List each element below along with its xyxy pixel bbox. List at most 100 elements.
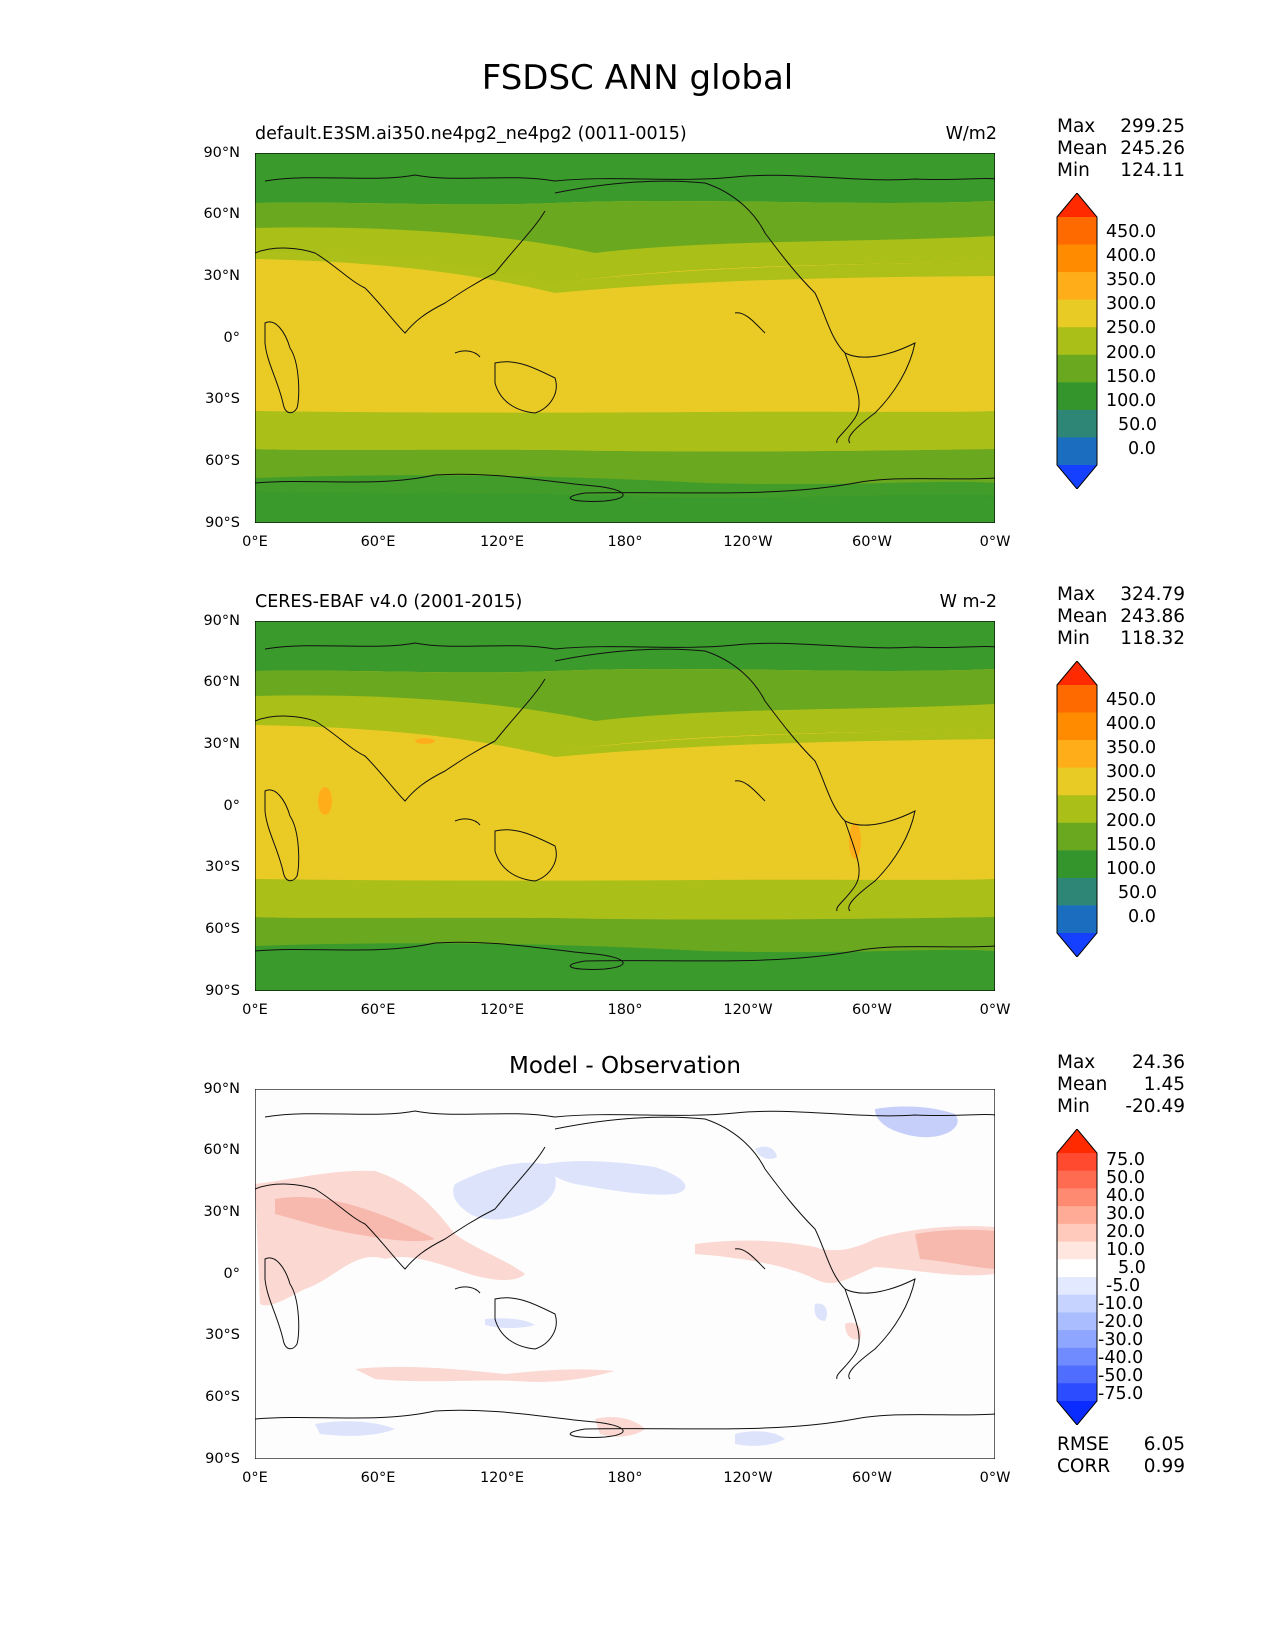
colorbar-segment [1057, 905, 1097, 934]
panel-1-colorbar-label: 350.0 [1106, 270, 1157, 290]
panel-1-xtick: 0°W [979, 534, 1011, 550]
metric-corr: CORR 0.99 [1057, 1456, 1185, 1477]
panel-3-xtick: 120°E [479, 1470, 525, 1486]
panel-2-colorbar-label: 450.0 [1106, 690, 1157, 710]
panel-3-colorbar-label: 75.0 [1106, 1150, 1145, 1170]
colorbar-segment [1057, 1223, 1097, 1243]
colorbar-segment [1057, 1170, 1097, 1189]
panel-1-colorbar-label: 200.0 [1106, 343, 1157, 363]
panel-3-ytick: 60°N [203, 1142, 240, 1158]
panel-3-ytick: 30°N [203, 1204, 240, 1220]
panel-1-xtick: 0°E [242, 534, 268, 550]
panel-2-ytick: 0° [223, 798, 240, 814]
colorbar-extend-bottom [1057, 465, 1097, 489]
panel-1-ytick: 0° [223, 330, 240, 346]
colorbar-outline [1056, 1129, 1098, 1425]
panel-2-colorbar-label: 0.0 [1128, 907, 1156, 927]
panel-1-ytick: 30°N [203, 268, 240, 284]
panel-2-xtick: 60°W [851, 1002, 893, 1018]
panel-2-coastlines [255, 642, 995, 970]
colorbar-segment [1057, 272, 1097, 301]
colorbar-segment [1057, 354, 1097, 383]
colorbar-segment [1057, 327, 1097, 356]
metric-rmse: RMSE 6.05 [1057, 1434, 1185, 1455]
panel-3-colorbar-label: -20.0 [1098, 1312, 1144, 1332]
panel-1-colorbar-label: 400.0 [1106, 246, 1157, 266]
panel-2-ytick: 60°S [205, 921, 240, 937]
panel-3-colorbar-label: 10.0 [1106, 1240, 1145, 1260]
panel-3-ytick: 30°S [205, 1327, 240, 1343]
panel-3-colorbar-label: 50.0 [1106, 1168, 1145, 1188]
panel-1-colorbar-label: 150.0 [1106, 367, 1157, 387]
panel-1-xtick: 180° [607, 534, 643, 550]
panel-2-xtick: 0°E [242, 1002, 268, 1018]
colorbar-segment [1057, 877, 1097, 906]
panel-2-colorbar-label: 200.0 [1106, 811, 1157, 831]
colorbar-extend-bottom [1057, 1401, 1097, 1425]
colorbar-segment [1057, 685, 1097, 714]
colorbar-segment [1057, 1259, 1097, 1278]
panel-1-colorbar-label: 0.0 [1128, 439, 1156, 459]
colorbar-segment [1057, 1153, 1097, 1172]
panel-2-map [255, 621, 995, 991]
colorbar-segment [1057, 1188, 1097, 1207]
panel-3-colorbar-label: -10.0 [1098, 1294, 1144, 1314]
panel-1-ytick: 90°N [203, 145, 240, 161]
panel-3-colorbar-label: -50.0 [1098, 1366, 1144, 1386]
panel-1-ytick: 60°N [203, 206, 240, 222]
colorbar-extend-top [1057, 1129, 1097, 1153]
stat-max: Max 324.79 [1057, 584, 1185, 605]
panel-3-ytick: 60°S [205, 1389, 240, 1405]
colorbar-segment [1057, 1365, 1097, 1384]
colorbar-segment [1057, 409, 1097, 438]
panel-2-ytick: 60°N [203, 674, 240, 690]
colorbar-segment [1057, 1277, 1097, 1296]
panel-1-stats: Max 299.25 Mean 245.26 Min 124.11 [1057, 116, 1185, 182]
colorbar-segment [1057, 217, 1097, 246]
panel-2-xtick: 180° [607, 1002, 643, 1018]
panel-1-title: default.E3SM.ai350.ne4pg2_ne4pg2 (0011-0… [255, 124, 687, 144]
colorbar-segment [1057, 1347, 1097, 1367]
panel-1-xtick: 120°W [723, 534, 773, 550]
panel-3-xtick: 0°W [979, 1470, 1011, 1486]
stat-mean: Mean 243.86 [1057, 606, 1185, 627]
panel-3-title: Model - Observation [508, 1053, 742, 1079]
panel-3-colorbar-label: -40.0 [1098, 1348, 1144, 1368]
colorbar-segment [1057, 1383, 1097, 1402]
colorbar-extend-bottom [1057, 933, 1097, 957]
panel-2-colorbar-label: 400.0 [1106, 714, 1157, 734]
panel-1-colorbar-label: 50.0 [1118, 415, 1157, 435]
panel-2-units: W m-2 [939, 592, 997, 612]
panel-3-ytick: 90°N [203, 1081, 240, 1097]
panel-2-colorbar-label: 50.0 [1118, 883, 1157, 903]
panel-2-xtick: 0°W [979, 1002, 1011, 1018]
panel-3-stats: Max 24.36 Mean 1.45 Min -20.49 [1057, 1052, 1185, 1118]
panel-3-ytick: 90°S [205, 1451, 240, 1467]
panel-2-xtick: 120°E [479, 1002, 525, 1018]
stat-max: Max 24.36 [1057, 1052, 1185, 1073]
stat-min: Min -20.49 [1057, 1096, 1185, 1117]
panel-2-colorbar-label: 150.0 [1106, 835, 1157, 855]
panel-3-ytick: 0° [223, 1266, 240, 1282]
panel-2-ytick: 30°S [205, 859, 240, 875]
figure-title: FSDSC ANN global [481, 58, 794, 98]
colorbar-segment [1057, 299, 1097, 328]
panel-1-map [255, 153, 995, 523]
panel-2-xtick: 60°E [360, 1002, 396, 1018]
panel-1-xtick: 60°E [360, 534, 396, 550]
panel-3-colorbar-label: -30.0 [1098, 1330, 1144, 1350]
panel-3-coastlines [255, 1110, 995, 1438]
stat-min: Min 118.32 [1057, 628, 1185, 649]
panel-1-ytick: 90°S [205, 515, 240, 531]
panel-3-colorbar-label: 40.0 [1106, 1186, 1145, 1206]
panel-2-colorbar-label: 350.0 [1106, 738, 1157, 758]
panel-1-colorbar-label: 250.0 [1106, 318, 1157, 338]
panel-2-colorbar-label: 250.0 [1106, 786, 1157, 806]
panel-3-colorbar-label: -5.0 [1106, 1276, 1141, 1296]
panel-1-colorbar-label: 450.0 [1106, 222, 1157, 242]
colorbar-segment [1057, 795, 1097, 824]
colorbar-segment [1057, 1241, 1097, 1260]
panel-3-xtick: 60°W [851, 1470, 893, 1486]
panel-3-metrics: RMSE 6.05 CORR 0.99 [1057, 1434, 1185, 1478]
panel-2-ytick: 90°N [203, 613, 240, 629]
